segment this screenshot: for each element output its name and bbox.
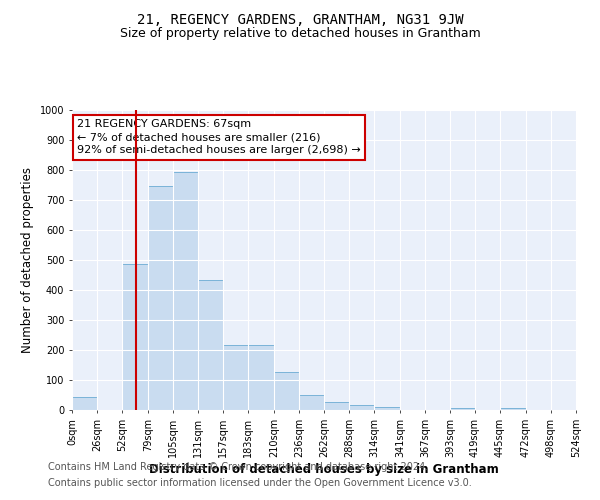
Text: 21, REGENCY GARDENS, GRANTHAM, NG31 9JW: 21, REGENCY GARDENS, GRANTHAM, NG31 9JW bbox=[137, 12, 463, 26]
Text: Contains public sector information licensed under the Open Government Licence v3: Contains public sector information licen… bbox=[48, 478, 472, 488]
Text: Contains HM Land Registry data © Crown copyright and database right 2024.: Contains HM Land Registry data © Crown c… bbox=[48, 462, 428, 472]
Bar bbox=[349, 405, 374, 410]
Bar bbox=[274, 372, 299, 410]
Bar bbox=[72, 397, 97, 410]
Bar bbox=[173, 172, 198, 410]
X-axis label: Distribution of detached houses by size in Grantham: Distribution of detached houses by size … bbox=[149, 462, 499, 475]
Bar bbox=[223, 344, 248, 410]
Y-axis label: Number of detached properties: Number of detached properties bbox=[22, 167, 34, 353]
Text: 21 REGENCY GARDENS: 67sqm
← 7% of detached houses are smaller (216)
92% of semi-: 21 REGENCY GARDENS: 67sqm ← 7% of detach… bbox=[77, 119, 361, 156]
Bar bbox=[450, 408, 475, 410]
Bar bbox=[248, 344, 274, 410]
Text: Size of property relative to detached houses in Grantham: Size of property relative to detached ho… bbox=[119, 28, 481, 40]
Bar bbox=[374, 408, 400, 410]
Bar bbox=[198, 280, 223, 410]
Bar bbox=[324, 402, 349, 410]
Bar bbox=[148, 186, 173, 410]
Bar bbox=[500, 408, 526, 410]
Bar bbox=[122, 264, 148, 410]
Bar bbox=[299, 395, 324, 410]
